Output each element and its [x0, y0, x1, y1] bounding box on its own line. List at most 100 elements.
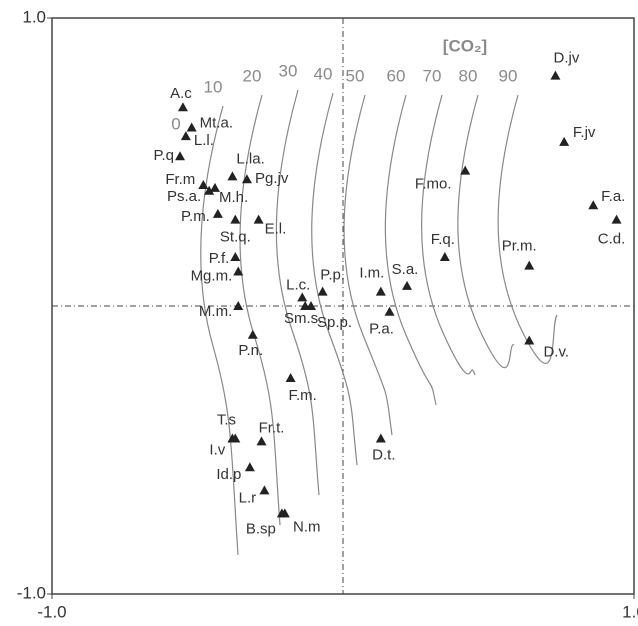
point	[204, 185, 215, 195]
point-label: Sp.p.	[317, 314, 352, 331]
x-tick-label: -1.0	[37, 602, 66, 621]
point-label: F.mo.	[415, 176, 452, 193]
y-tick-label: -1.0	[17, 583, 46, 602]
contour-line	[384, 94, 437, 406]
point-label: Fr.t.	[259, 419, 285, 436]
point-label: I.m.	[359, 265, 384, 282]
contour-label: 20	[243, 66, 262, 85]
point-label: Pr.m.	[502, 238, 537, 255]
contour-title: [CO₂]	[443, 36, 487, 55]
point	[460, 165, 471, 175]
point	[233, 266, 244, 276]
point	[524, 260, 535, 270]
point	[285, 373, 296, 382]
point-label: L.l.	[194, 132, 214, 149]
point	[550, 70, 561, 80]
point-label: P.q	[153, 147, 174, 164]
contour-label: 80	[459, 66, 478, 85]
point	[297, 292, 308, 302]
point	[305, 301, 316, 310]
point-label: P.a.	[369, 321, 394, 338]
point-label: F.m.	[288, 387, 316, 404]
point	[175, 151, 186, 161]
point-label: Id.p	[216, 466, 241, 483]
point-label: Mt.a.	[200, 114, 233, 131]
point-label: F.q.	[431, 231, 455, 248]
contour-line	[343, 94, 393, 436]
point	[588, 200, 599, 210]
point-label: N.m	[293, 518, 321, 535]
point	[230, 433, 241, 443]
point-label: C.d.	[598, 231, 626, 248]
point	[212, 208, 223, 218]
point	[259, 485, 270, 495]
contour-label: 30	[279, 61, 298, 80]
point-label: F.jv	[573, 124, 596, 141]
contour-label: 40	[314, 64, 333, 83]
point-label: P.f.	[209, 250, 230, 267]
point	[198, 180, 209, 190]
contour-line	[311, 92, 358, 466]
x-tick-label: 1.0	[622, 602, 638, 621]
contour-line	[421, 94, 476, 376]
contour-line	[275, 89, 320, 496]
point-label: E.l.	[265, 221, 287, 238]
contour-label: 50	[346, 66, 365, 85]
point-label: D.jv	[554, 50, 580, 67]
point-label: P.n.	[238, 342, 263, 359]
y-tick-label: 1.0	[22, 7, 46, 26]
point	[559, 136, 570, 146]
point	[317, 286, 328, 296]
point	[230, 252, 241, 262]
point	[611, 214, 622, 224]
point-label: P.p.	[320, 267, 345, 284]
point	[180, 131, 191, 141]
point	[209, 182, 220, 192]
point-label: Sm.s.	[284, 310, 322, 327]
point	[256, 436, 267, 446]
point	[244, 462, 255, 472]
point	[241, 174, 252, 184]
contour-line	[497, 94, 558, 364]
point-label: Pg.jv	[255, 170, 289, 187]
point	[186, 122, 197, 132]
point	[253, 214, 264, 224]
point-label: A.c	[170, 85, 192, 102]
point	[439, 252, 450, 262]
point	[279, 508, 290, 518]
point-label: L.r	[239, 489, 257, 506]
point-label: L.la.	[236, 150, 264, 167]
point	[384, 306, 395, 316]
point-label: L.c.	[286, 276, 310, 293]
point	[402, 280, 413, 290]
point	[230, 214, 241, 224]
point	[233, 301, 244, 310]
point-label: T.s	[217, 411, 236, 428]
point-label: M.m.	[199, 303, 232, 320]
contour-label: 60	[387, 66, 406, 85]
point	[524, 335, 535, 345]
point-label: B.sp	[246, 520, 276, 537]
point-label: Fr.m	[165, 171, 195, 188]
point	[375, 433, 386, 443]
point-label: Ps.a.	[167, 188, 201, 205]
contour-line	[457, 94, 515, 369]
contour-label: 10	[204, 77, 223, 96]
contour-label: 0	[171, 114, 180, 133]
contour-line	[200, 105, 239, 556]
point-label: P.m.	[181, 208, 210, 225]
point-label: I.v	[209, 441, 225, 458]
point-label: St.q.	[220, 229, 251, 246]
point-label: Mg.m.	[191, 267, 233, 284]
point	[177, 102, 188, 112]
point-label: D.t.	[372, 446, 395, 463]
contour-label: 90	[499, 66, 518, 85]
point	[227, 171, 238, 181]
point-label: S.a.	[392, 261, 419, 278]
point-label: F.a.	[601, 188, 625, 205]
point-label: M.h.	[219, 189, 248, 206]
point	[247, 329, 258, 339]
point-label: D.v.	[543, 344, 569, 361]
point	[375, 286, 386, 296]
